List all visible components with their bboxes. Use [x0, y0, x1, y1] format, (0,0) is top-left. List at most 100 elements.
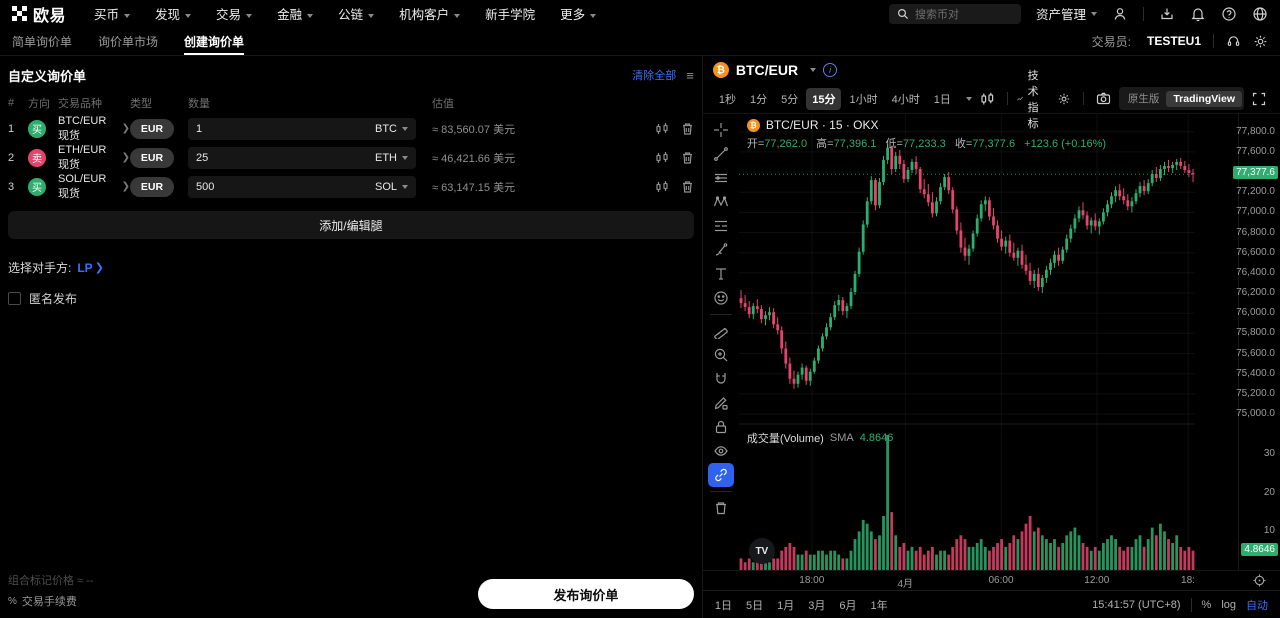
support-icon[interactable] — [1226, 34, 1241, 49]
amount-field[interactable]: BTC — [188, 117, 416, 140]
horizontal-lines-icon[interactable] — [708, 166, 734, 190]
search-input[interactable]: 搜索币对 — [888, 3, 1021, 24]
emoji-icon[interactable] — [708, 286, 734, 310]
mark-price-text: 组合标记价格 ≈ -- — [8, 575, 94, 587]
auto-scale-button[interactable]: 自动 — [1246, 599, 1268, 612]
tab-0[interactable]: 简单询价单 — [12, 34, 73, 49]
add-edit-legs-button[interactable]: 添加/编辑腿 — [8, 211, 694, 239]
timeframe-chevron-icon[interactable] — [965, 96, 972, 101]
price-axis[interactable]: 77,800.0 77,600.0 77,200.0 77,000.0 76,800.0… — [1233, 114, 1280, 570]
zoom-in-icon[interactable] — [708, 343, 734, 367]
range-2[interactable]: 1月 — [777, 599, 795, 612]
edit-drawing-icon[interactable] — [708, 391, 734, 415]
chart-icon[interactable] — [655, 122, 669, 136]
brush-icon[interactable] — [708, 238, 734, 262]
timeframe-3[interactable]: 15分 — [806, 87, 842, 110]
timeframe-4[interactable]: 1小时 — [849, 93, 878, 106]
timeframe-5[interactable]: 4小时 — [891, 93, 920, 106]
fullscreen-icon[interactable] — [1248, 92, 1270, 106]
top-menu-item-7[interactable]: 更多 — [560, 4, 597, 23]
pair-selector[interactable]: BTC/EUR 现货 ❯ — [58, 114, 130, 142]
profile-icon[interactable] — [1112, 6, 1128, 22]
crosshair-target-icon[interactable] — [1253, 574, 1266, 587]
publish-rfq-button[interactable]: 发布询价单 — [477, 579, 694, 609]
info-icon[interactable]: i — [823, 63, 838, 77]
menu-icon[interactable]: ≡ — [686, 67, 694, 83]
okx-logo[interactable]: 欧易 — [12, 2, 66, 26]
top-menu-item-5[interactable]: 机构客户 — [399, 4, 461, 23]
range-1[interactable]: 5日 — [745, 599, 764, 612]
settings-gear-icon[interactable] — [1253, 34, 1268, 49]
currency-type-pill[interactable]: EUR — [130, 176, 174, 197]
notifications-bell-icon[interactable] — [1190, 6, 1206, 22]
trend-line-icon[interactable] — [708, 142, 734, 166]
btc-coin-icon: ₿ — [712, 62, 729, 78]
xabcd-pattern-icon[interactable] — [708, 190, 734, 214]
currency-type-pill[interactable]: EUR — [130, 118, 174, 139]
delete-trash-icon[interactable] — [681, 151, 694, 165]
tab-1[interactable]: 询价单市场 — [98, 34, 159, 49]
clear-all-link[interactable]: 清除全部 — [632, 70, 677, 82]
tab-2[interactable]: 创建询价单 — [184, 27, 245, 55]
amount-input[interactable] — [196, 122, 375, 135]
hide-drawings-eye-icon[interactable] — [708, 439, 734, 463]
indicators-button[interactable]: 技术指标 — [1015, 67, 1049, 131]
range-3[interactable]: 3月 — [808, 599, 826, 612]
range-5[interactable]: 1年 — [870, 599, 888, 612]
crosshair-icon[interactable] — [708, 118, 734, 142]
amount-input[interactable] — [196, 151, 375, 164]
text-icon[interactable] — [708, 262, 734, 286]
pair-selector[interactable]: SOL/EUR 现货 ❯ — [58, 172, 130, 200]
delete-trash-icon[interactable] — [681, 122, 694, 136]
counterparty-link[interactable]: LP — [77, 260, 93, 275]
top-menu-item-6[interactable]: 新手学院 — [485, 8, 536, 22]
anonymous-checkbox[interactable] — [8, 292, 21, 305]
lock-icon[interactable] — [708, 415, 734, 439]
currency-type-pill[interactable]: EUR — [130, 147, 174, 168]
percent-scale-button[interactable]: % — [1201, 598, 1212, 611]
timeframe-0[interactable]: 1秒 — [718, 93, 736, 106]
top-menu-item-2[interactable]: 交易 — [216, 4, 253, 23]
tradingview-tab[interactable]: TradingView — [1166, 90, 1242, 107]
chart-symbol[interactable]: BTC/EUR — [735, 62, 799, 78]
time-axis[interactable]: 18:00 4月 06:00 12:00 18: — [702, 570, 1280, 590]
range-4[interactable]: 6月 — [839, 599, 857, 612]
amount-field[interactable]: ETH — [188, 146, 416, 169]
pair-selector[interactable]: ETH/EUR 现货 ❯ — [58, 143, 130, 171]
chart-icon[interactable] — [655, 180, 669, 194]
fib-retracement-icon[interactable] — [708, 214, 734, 238]
amount-field[interactable]: SOL — [188, 175, 416, 198]
log-scale-button[interactable]: log — [1221, 598, 1236, 611]
assets-menu[interactable]: 资产管理 — [1036, 4, 1097, 23]
price-tick: 75,600.0 — [1236, 347, 1275, 359]
help-icon[interactable] — [1221, 6, 1237, 22]
chevron-down-icon — [124, 13, 131, 18]
range-0[interactable]: 1日 — [714, 599, 732, 612]
chevron-right-icon[interactable]: ❯ — [94, 262, 104, 274]
sync-link-icon[interactable] — [707, 463, 734, 487]
native-version-tab[interactable]: 原生版 — [1127, 93, 1160, 105]
delete-trash-icon[interactable] — [681, 180, 694, 194]
chart-settings-gear-icon[interactable] — [1053, 92, 1075, 106]
trash-icon[interactable] — [708, 496, 734, 520]
unit-dropdown[interactable]: BTC — [375, 123, 408, 135]
timeframe-1[interactable]: 1分 — [749, 93, 768, 106]
chart-icon[interactable] — [655, 151, 669, 165]
unit-dropdown[interactable]: ETH — [375, 152, 408, 164]
download-app-icon[interactable] — [1159, 6, 1175, 22]
amount-input[interactable] — [196, 180, 375, 193]
chart-plot-area[interactable]: ₿ BTC/EUR · 15 · OKX 开=77,262.0 高=77,396… — [738, 114, 1238, 570]
chart-style-icon[interactable] — [976, 92, 999, 106]
top-menu-item-0[interactable]: 买币 — [94, 4, 131, 23]
timeframe-6[interactable]: 1日 — [933, 93, 951, 106]
symbol-chevron-icon[interactable] — [810, 68, 817, 72]
unit-dropdown[interactable]: SOL — [375, 181, 408, 193]
top-menu-item-1[interactable]: 发现 — [155, 4, 192, 23]
top-menu-item-4[interactable]: 公链 — [338, 4, 375, 23]
screenshot-icon[interactable] — [1092, 92, 1115, 105]
magnet-icon[interactable] — [708, 367, 734, 391]
language-globe-icon[interactable] — [1252, 6, 1268, 22]
ruler-icon[interactable] — [708, 319, 734, 343]
timeframe-2[interactable]: 5分 — [781, 93, 799, 106]
top-menu-item-3[interactable]: 金融 — [277, 4, 314, 23]
